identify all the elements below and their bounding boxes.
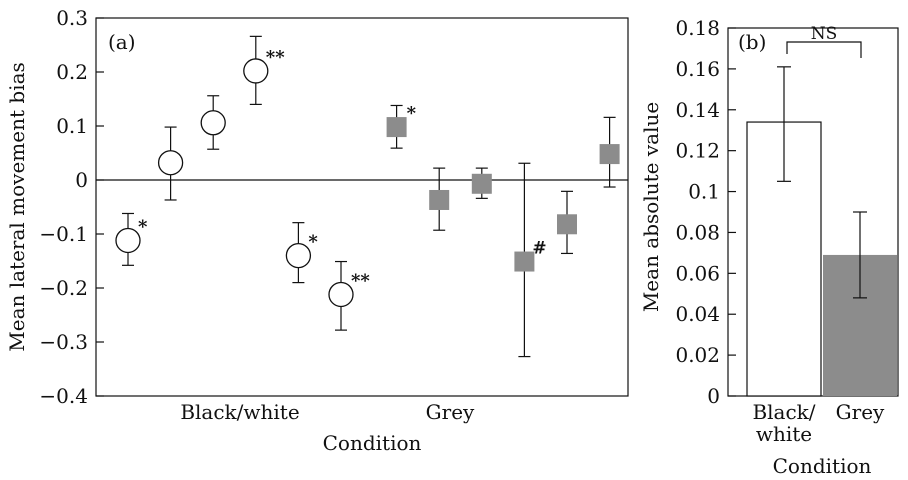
- y-tick-label: 0.18: [675, 16, 720, 40]
- data-point: [200, 95, 226, 150]
- data-point: **: [243, 35, 285, 106]
- x-category-label: white: [756, 422, 812, 446]
- data-point: *: [115, 212, 148, 266]
- filled-square-marker: [471, 173, 492, 194]
- significance-label: NS: [811, 24, 838, 44]
- panel-b-x-axis-label: Condition: [773, 454, 872, 478]
- y-tick-label: 0.04: [675, 302, 720, 326]
- y-tick-label: 0.02: [675, 343, 720, 367]
- y-tick-label: 0.1: [688, 180, 720, 204]
- data-point: [599, 116, 620, 188]
- data-point: *: [285, 222, 318, 284]
- panel-a: (a) 0.30.20.10−0.1−0.2−0.3−0.4 *******# …: [5, 6, 629, 455]
- bar-group: [746, 66, 822, 397]
- y-tick-label: 0: [75, 168, 88, 192]
- y-tick-label: 0.2: [56, 60, 88, 84]
- open-circle-marker: [285, 242, 312, 269]
- open-circle-marker: [328, 281, 354, 308]
- x-category-label: Grey: [836, 400, 885, 424]
- data-point: [557, 190, 577, 255]
- panel-a-points: *******#: [115, 35, 620, 358]
- significance-mark: *: [308, 232, 318, 253]
- y-tick-label: 0.06: [675, 261, 720, 285]
- y-tick-label: 0.1: [56, 114, 88, 138]
- filled-square-marker: [514, 251, 535, 272]
- data-point: *: [386, 103, 417, 149]
- panel-b: (b) 0 0.02 0.04 0.06 0.08 0.1 0.12 0.14 0.16 0.18…: [639, 16, 899, 478]
- significance-mark: *: [407, 103, 417, 124]
- y-tick-label: 0.3: [56, 6, 88, 30]
- data-point: #: [514, 162, 547, 358]
- y-tick-label: −0.4: [39, 384, 88, 408]
- panel-b-y-ticks: 0 0.02 0.04 0.06 0.08 0.1 0.12 0.14 0.16 0.18: [675, 16, 736, 408]
- data-point: [471, 167, 492, 199]
- open-circle-marker: [243, 58, 269, 84]
- y-tick-label: 0.14: [675, 98, 720, 122]
- significance-mark: **: [266, 47, 285, 68]
- panel-b-y-axis-label: Mean absolute value: [639, 102, 663, 312]
- x-category-label: Black/white: [180, 400, 299, 424]
- data-point: [157, 126, 184, 201]
- y-tick-label: 0.12: [675, 139, 720, 163]
- significance-mark: *: [138, 216, 148, 237]
- significance-mark: #: [532, 239, 546, 259]
- bar-group: [823, 211, 897, 396]
- panel-a-x-axis-label: Condition: [323, 431, 422, 455]
- y-tick-label: −0.2: [39, 276, 88, 300]
- data-point: [429, 167, 450, 231]
- panel-a-y-ticks: 0.3 0.2 0.1 0 −0.1 −0.2 −0.3 −0.4: [39, 6, 104, 408]
- panel-a-y-axis-label: Mean lateral movement bias: [5, 62, 29, 352]
- significance-mark: **: [351, 270, 370, 291]
- y-tick-label: −0.3: [39, 330, 88, 354]
- panel-b-bars: [746, 66, 897, 397]
- filled-square-marker: [386, 117, 407, 138]
- panel-a-x-categories: Black/white Grey: [180, 400, 475, 424]
- data-point: **: [328, 260, 370, 331]
- panel-b-x-categories: Black/white Grey: [752, 400, 885, 446]
- y-tick-label: 0: [707, 384, 720, 408]
- filled-square-marker: [599, 144, 620, 165]
- panel-b-label: (b): [738, 30, 766, 54]
- panel-a-label: (a): [108, 30, 136, 54]
- open-circle-marker: [200, 110, 226, 136]
- x-category-label: Grey: [426, 400, 475, 424]
- filled-square-marker: [429, 189, 450, 210]
- panel-a-frame: [95, 17, 629, 397]
- x-category-label: Black/: [752, 400, 815, 424]
- significance-bracket-line: [786, 41, 862, 58]
- open-circle-marker: [115, 227, 141, 254]
- filled-square-marker: [557, 214, 577, 235]
- y-tick-label: 0.08: [675, 220, 720, 244]
- panel-b-significance-bracket: NS: [786, 24, 862, 58]
- y-tick-label: 0.16: [675, 57, 720, 81]
- open-circle-marker: [157, 150, 184, 176]
- y-tick-label: −0.1: [39, 222, 88, 246]
